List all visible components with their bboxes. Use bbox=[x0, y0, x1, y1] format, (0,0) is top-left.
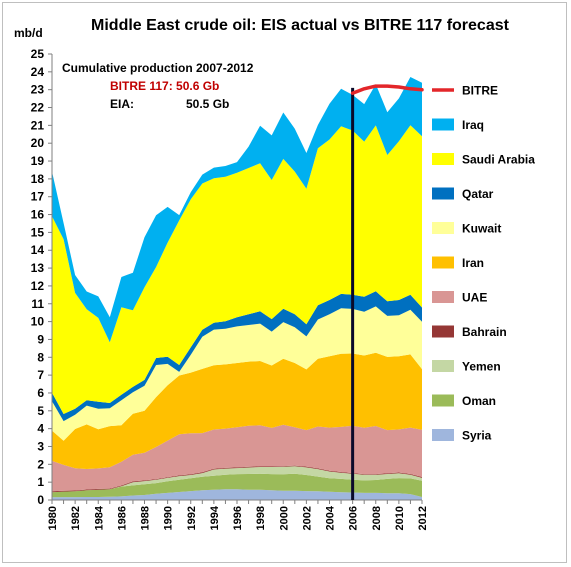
y-tick-label: 17 bbox=[31, 190, 45, 204]
legend-swatch-syria bbox=[432, 429, 454, 441]
y-tick-label: 10 bbox=[31, 315, 45, 329]
y-tick-label: 23 bbox=[31, 83, 45, 97]
y-tick-label: 11 bbox=[31, 297, 44, 311]
y-tick-label: 16 bbox=[31, 208, 45, 222]
legend-swatch-uae bbox=[432, 291, 454, 303]
area-qatar bbox=[52, 291, 422, 422]
y-axis-unit-label: mb/d bbox=[14, 26, 43, 40]
x-tick-label: 1992 bbox=[186, 506, 198, 530]
annotation-eia-label: EIA: bbox=[110, 97, 134, 111]
y-tick-label: 2 bbox=[37, 457, 44, 471]
x-tick-label: 1990 bbox=[163, 506, 175, 530]
area-iraq bbox=[52, 77, 422, 343]
legend-label-oman: Oman bbox=[462, 394, 496, 408]
y-tick-label: 12 bbox=[31, 279, 45, 293]
y-tick-label: 19 bbox=[31, 154, 45, 168]
x-tick-label: 1982 bbox=[70, 506, 82, 530]
legend-swatch-bahrain bbox=[432, 325, 454, 338]
annotation-bitre: BITRE 117: 50.6 Gb bbox=[110, 79, 219, 93]
y-tick-label: 20 bbox=[31, 136, 45, 150]
y-tick-label: 0 bbox=[37, 493, 44, 507]
x-tick-label: 1980 bbox=[47, 506, 59, 530]
y-tick-label: 9 bbox=[37, 332, 44, 346]
area-syria bbox=[52, 489, 422, 500]
x-tick-label: 2012 bbox=[417, 506, 429, 530]
area-uae bbox=[52, 424, 422, 492]
y-tick-label: 14 bbox=[31, 243, 45, 257]
area-saudi-arabia bbox=[52, 125, 422, 414]
x-tick-label: 1986 bbox=[116, 506, 128, 530]
legend-label-kuwait: Kuwait bbox=[462, 222, 501, 236]
legend-label-iran: Iran bbox=[462, 256, 484, 270]
y-tick-label: 8 bbox=[37, 350, 44, 364]
area-iran bbox=[52, 352, 422, 469]
x-tick-label: 1994 bbox=[209, 505, 221, 530]
legend-label-bahrain: Bahrain bbox=[462, 325, 507, 339]
cumulative-production-annotation: Cumulative production 2007-2012 BITRE 11… bbox=[62, 61, 254, 111]
x-tick-label: 2010 bbox=[394, 506, 406, 530]
legend-swatch-kuwait bbox=[432, 222, 454, 234]
area-oman bbox=[52, 473, 422, 498]
y-tick-label: 18 bbox=[31, 172, 45, 186]
legend-label-syria: Syria bbox=[462, 429, 492, 443]
legend-label-bitre: BITRE bbox=[462, 84, 498, 98]
legend-swatch-iran bbox=[432, 256, 454, 269]
bitre-forecast-line bbox=[350, 84, 424, 95]
x-tick-label: 2000 bbox=[278, 506, 290, 530]
x-tick-label: 2004 bbox=[325, 505, 337, 530]
legend-swatch-oman bbox=[432, 394, 454, 407]
x-tick-label: 1998 bbox=[255, 506, 267, 530]
y-tick-label: 25 bbox=[31, 47, 45, 61]
legend-label-yemen: Yemen bbox=[462, 360, 501, 374]
y-tick-label: 13 bbox=[31, 261, 45, 275]
legend-swatch-qatar bbox=[432, 187, 454, 200]
legend-label-saudi-arabia: Saudi Arabia bbox=[462, 153, 535, 167]
legend-label-uae: UAE bbox=[462, 291, 487, 305]
chart-frame bbox=[2, 2, 567, 563]
y-tick-label: 21 bbox=[31, 118, 45, 132]
chart-title: Middle East crude oil: EIS actual vs BIT… bbox=[91, 17, 510, 34]
legend-label-iraq: Iraq bbox=[462, 118, 484, 132]
y-tick-label: 5 bbox=[37, 404, 44, 418]
y-tick-label: 6 bbox=[37, 386, 44, 400]
legend-swatch-saudi-arabia bbox=[432, 153, 454, 165]
y-tick-label: 22 bbox=[31, 101, 45, 115]
x-tick-label: 2006 bbox=[348, 506, 360, 530]
x-tick-label: 2008 bbox=[371, 506, 383, 530]
legend-swatch-yemen bbox=[432, 360, 454, 372]
y-tick-label: 3 bbox=[37, 439, 44, 453]
annotation-eia-value: 50.5 Gb bbox=[186, 97, 229, 111]
legend: BITRE Iraq Saudi Arabia Qatar Kuwait Iran UAE B… bbox=[432, 84, 535, 443]
area-bahrain bbox=[52, 465, 422, 493]
y-tick-label: 7 bbox=[37, 368, 44, 382]
annotation-heading: Cumulative production 2007-2012 bbox=[62, 61, 254, 75]
y-tick-labels: 0123456789101112131415161718192021222324… bbox=[31, 47, 52, 507]
x-tick-label: 2002 bbox=[301, 506, 313, 530]
legend-swatch-iraq bbox=[432, 118, 454, 131]
x-tick-labels: 1980 1982 1984 1986 1988 1990 1992 1994 1996 1998… bbox=[47, 500, 429, 530]
y-tick-label: 4 bbox=[37, 422, 44, 436]
y-tick-label: 1 bbox=[37, 475, 44, 489]
area-yemen bbox=[52, 466, 422, 493]
x-tick-label: 1988 bbox=[140, 506, 152, 530]
area-kuwait bbox=[52, 306, 422, 441]
y-tick-label: 15 bbox=[31, 225, 45, 239]
stacked-areas bbox=[52, 77, 422, 500]
x-tick-label: 1984 bbox=[93, 505, 105, 530]
y-tick-label: 24 bbox=[31, 65, 45, 79]
legend-label-qatar: Qatar bbox=[462, 187, 494, 201]
x-tick-label: 1996 bbox=[232, 506, 244, 530]
